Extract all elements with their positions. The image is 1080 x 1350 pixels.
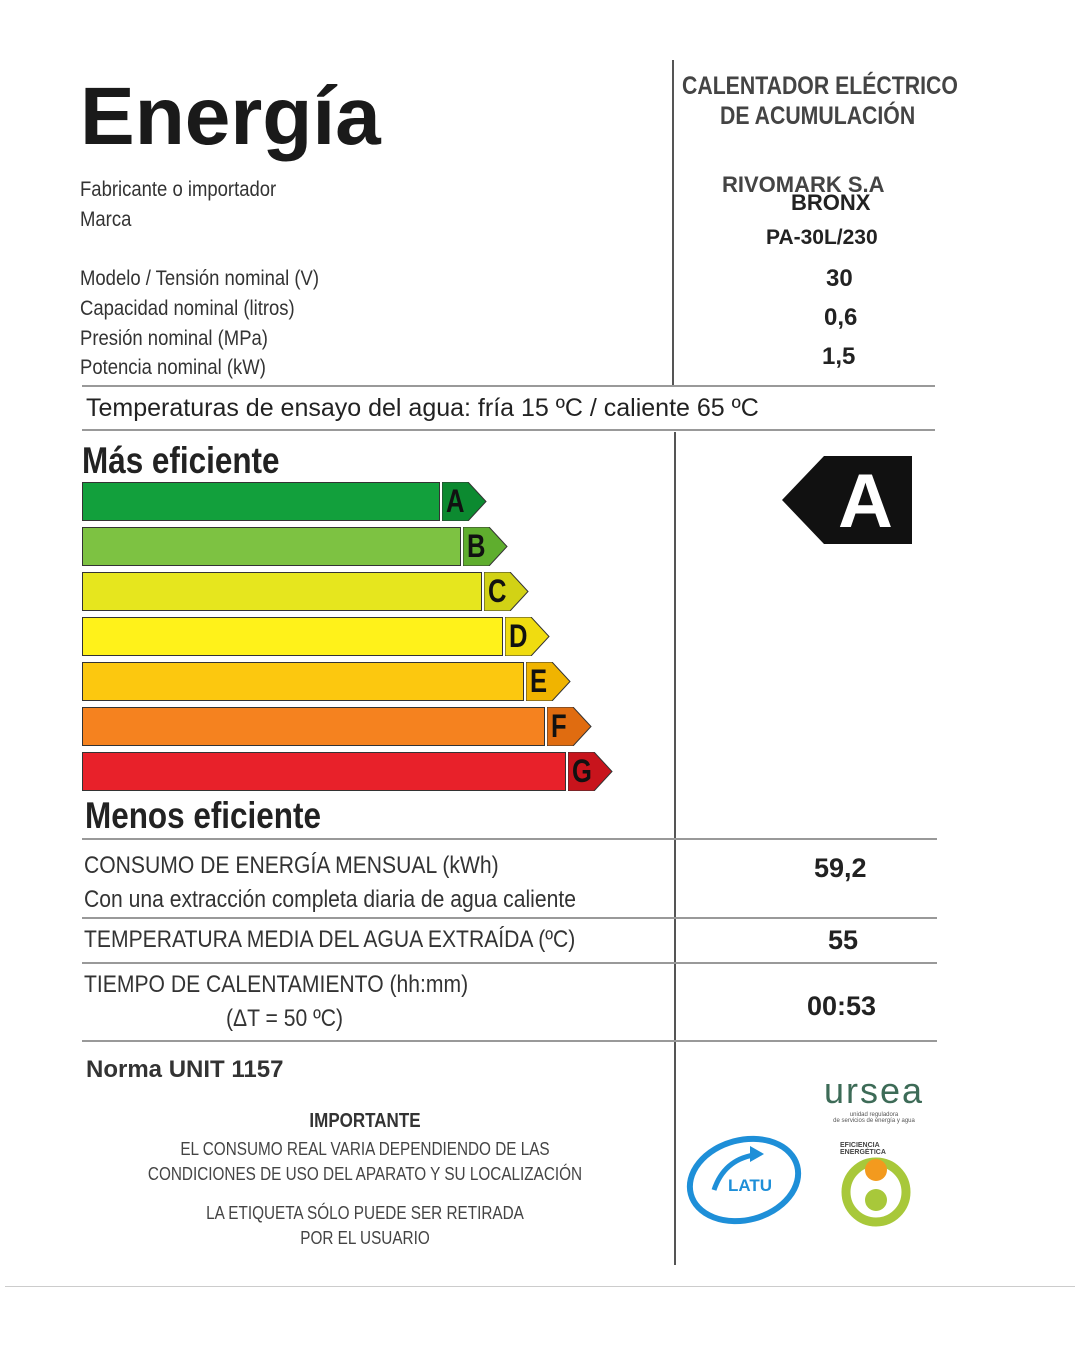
field-value: 1,5	[822, 343, 856, 370]
important-line: CONDICIONES DE USO DEL APARATO Y SU LOCA…	[147, 1164, 583, 1184]
efficiency-bar-e: E	[82, 661, 572, 702]
important-title: IMPORTANTE	[309, 1110, 421, 1132]
efficiency-bar-d: D	[82, 616, 551, 657]
bar-fill	[82, 662, 524, 701]
latu-logo-text: LATU	[728, 1176, 773, 1195]
ursea-logo: ursea unidad reguladora de servicios de …	[806, 1070, 942, 1124]
efficiency-bar-a: A	[82, 481, 488, 522]
field-value: 30	[826, 265, 853, 292]
field-label: Potencia nominal (kW)	[80, 356, 266, 379]
label-title: Energía	[80, 71, 381, 162]
bottom-rule	[5, 1286, 1075, 1287]
field-value: 0,6	[824, 304, 858, 331]
efficiency-bar-c: C	[82, 571, 530, 612]
efficiency-bar-f: F	[82, 706, 593, 747]
bar-fill	[82, 482, 440, 521]
field-label: Marca	[80, 208, 132, 231]
bar-class-tag: B	[462, 526, 509, 567]
ursea-logo-text: ursea	[823, 1070, 925, 1111]
field-label: Modelo / Tensión nominal (V)	[80, 267, 320, 290]
bar-fill	[82, 527, 461, 566]
rating-arrow-shape	[782, 456, 912, 544]
bar-class-tag: G	[567, 751, 614, 792]
test-temperatures: Temperaturas de ensayo del agua: fría 15…	[86, 394, 759, 422]
temperature-value: 55	[828, 925, 859, 955]
bar-fill	[82, 617, 503, 656]
bar-fill	[82, 572, 482, 611]
bar-fill	[82, 752, 566, 791]
divider	[82, 429, 935, 431]
rating-letter: A	[838, 459, 893, 544]
efficiency-bar-g: G	[82, 751, 614, 792]
bar-class-tag: C	[483, 571, 530, 612]
bar-class-letter: C	[488, 573, 507, 609]
field-value: BRONX	[791, 190, 871, 215]
important-notice: IMPORTANTE EL CONSUMO REAL VARIA DEPENDI…	[82, 1110, 648, 1249]
efficiency-bar-b: B	[82, 526, 509, 567]
ursea-logo-sub: unidad reguladora	[849, 1112, 899, 1118]
bar-class-letter: A	[446, 483, 465, 519]
least-efficient-label: Menos eficiente	[85, 795, 321, 836]
temperature-label: TEMPERATURA MEDIA DEL AGUA EXTRAÍDA (ºC)	[84, 926, 576, 953]
bar-class-letter: G	[572, 753, 592, 789]
ursea-logo-sub: de servicios de energía y agua	[833, 1118, 915, 1124]
bar-class-tag: A	[441, 481, 488, 522]
field-label: Presión nominal (MPa)	[80, 327, 268, 350]
eficiencia-logo-text: EFICIENCIA ENERGÉTICA	[840, 1142, 886, 1156]
eficiencia-energetica-logo: EFICIENCIA ENERGÉTICA	[822, 1140, 927, 1230]
important-line: EL CONSUMO REAL VARIA DEPENDIENDO DE LAS	[180, 1139, 550, 1159]
bar-fill	[82, 707, 545, 746]
heating-value: 00:53	[807, 991, 877, 1021]
field-value: RIVOMARK S.A	[722, 172, 885, 197]
most-efficient-label: Más eficiente	[82, 440, 280, 481]
bar-class-letter: F	[551, 708, 567, 744]
field-value: PA-30L/230	[766, 226, 878, 249]
bar-class-letter: E	[530, 663, 548, 699]
bar-class-letter: D	[509, 618, 528, 654]
norma: Norma UNIT 1157	[86, 1056, 284, 1083]
divider	[674, 432, 676, 1265]
bar-class-tag: D	[504, 616, 551, 657]
bar-class-tag: E	[525, 661, 572, 702]
heating-label: TIEMPO DE CALENTAMIENTO (hh:mm)	[84, 971, 469, 998]
divider	[82, 962, 937, 964]
heating-sub: (ΔT = 50 ºC)	[226, 1005, 344, 1032]
field-label: Fabricante o importador	[80, 178, 277, 201]
latu-swoosh-icon	[686, 1135, 802, 1225]
consumption-sub: Con una extracción completa diaria de ag…	[84, 886, 576, 913]
divider	[82, 838, 937, 840]
efficiency-seal-icon	[841, 1157, 911, 1227]
consumption-label: CONSUMO DE ENERGÍA MENSUAL (kWh)	[84, 852, 499, 879]
product-type-line1: CALENTADOR ELÉCTRICO	[682, 72, 958, 100]
important-line: LA ETIQUETA SÓLO PUEDE SER RETIRADA	[206, 1203, 524, 1223]
latu-logo: LATU	[684, 1130, 804, 1225]
product-type-line2: DE ACUMULACIÓN	[720, 102, 916, 130]
bar-class-letter: B	[467, 528, 486, 564]
field-label: Capacidad nominal (litros)	[80, 297, 295, 320]
divider	[82, 385, 935, 387]
rating-arrow: A	[782, 456, 912, 544]
divider	[82, 1040, 937, 1042]
bar-class-tag: F	[546, 706, 593, 747]
divider	[672, 60, 674, 385]
divider	[82, 917, 937, 919]
consumption-value: 59,2	[814, 853, 867, 883]
important-line: POR EL USUARIO	[300, 1228, 430, 1248]
